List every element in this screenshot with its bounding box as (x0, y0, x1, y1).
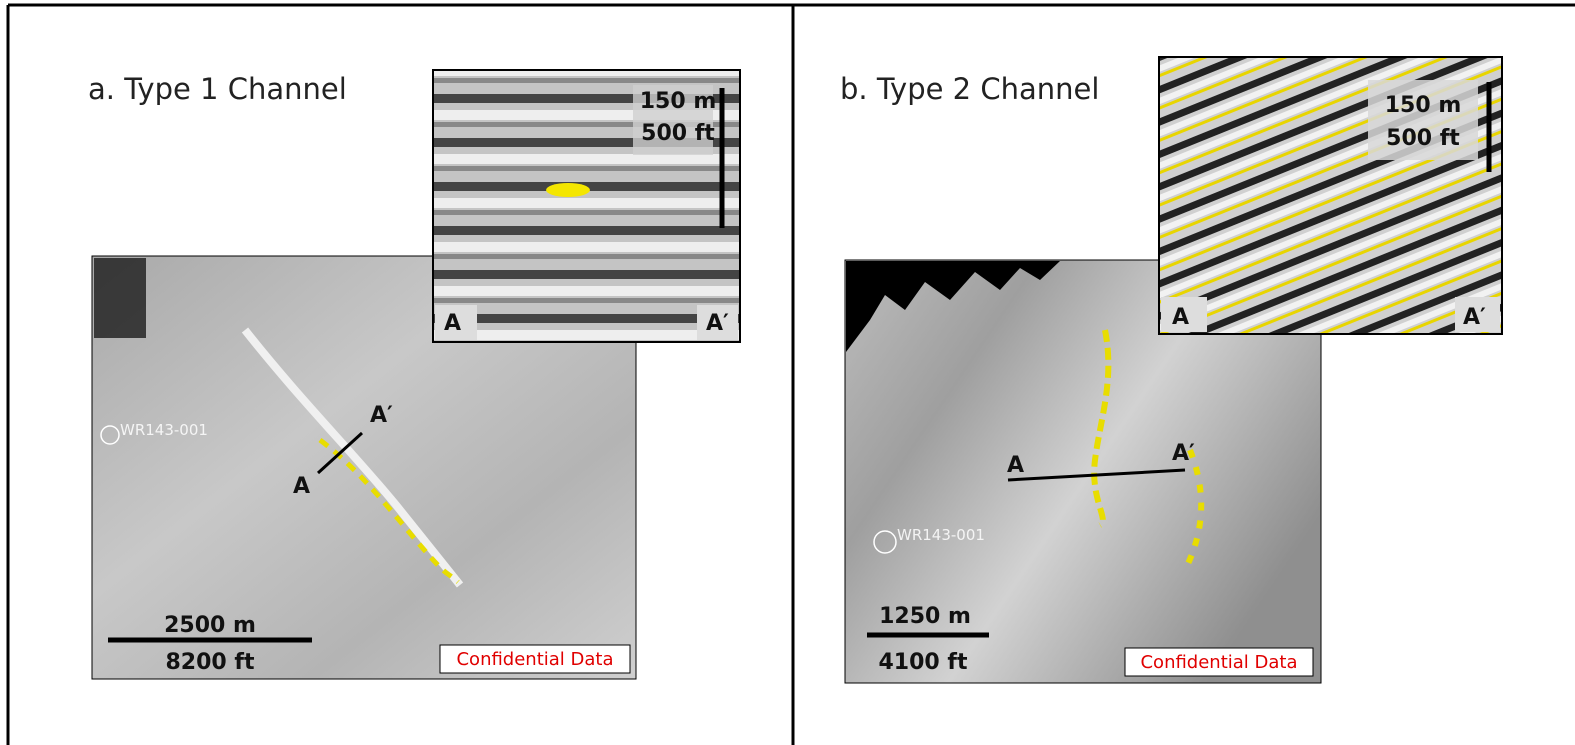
line-end-label: A′ (370, 403, 393, 428)
figure: a. Type 1 Channel A′ A WR143-001 2500 m … (0, 0, 1575, 745)
scale-label: 1250 m (879, 604, 971, 629)
section-left-label: A (1172, 305, 1189, 330)
line-start-label: A (1007, 453, 1024, 478)
panel-b: b. Type 2 Channel A A′ WR143-001 1250 m … (840, 57, 1502, 683)
well-label: WR143-001 (120, 421, 208, 439)
section: 150 m 500 ft A A′ (433, 70, 740, 342)
scale-label: 4100 ft (879, 650, 968, 675)
vertical-scale-label: 500 ft (1386, 126, 1460, 151)
channel-bright-spot (546, 183, 590, 197)
section-left-label: A (444, 311, 461, 336)
well-label: WR143-001 (897, 526, 985, 544)
panel-title: a. Type 1 Channel (88, 72, 347, 106)
vertical-scale-label: 150 m (640, 89, 717, 114)
scale-label: 2500 m (164, 613, 256, 638)
vertical-scale-label: 150 m (1385, 93, 1462, 118)
panel-title: b. Type 2 Channel (840, 72, 1099, 106)
dark-patch (94, 258, 146, 338)
line-start-label: A (293, 474, 310, 499)
vertical-scale-label: 500 ft (641, 121, 715, 146)
section-right-label: A′ (706, 311, 729, 336)
section: 150 m 500 ft A A′ (1159, 57, 1502, 334)
scale-label: 8200 ft (166, 650, 255, 675)
watermark: Confidential Data (456, 649, 613, 670)
section-right-label: A′ (1463, 305, 1486, 330)
panel-a: a. Type 1 Channel A′ A WR143-001 2500 m … (88, 70, 740, 679)
line-end-label: A′ (1172, 441, 1195, 466)
watermark: Confidential Data (1140, 652, 1297, 673)
